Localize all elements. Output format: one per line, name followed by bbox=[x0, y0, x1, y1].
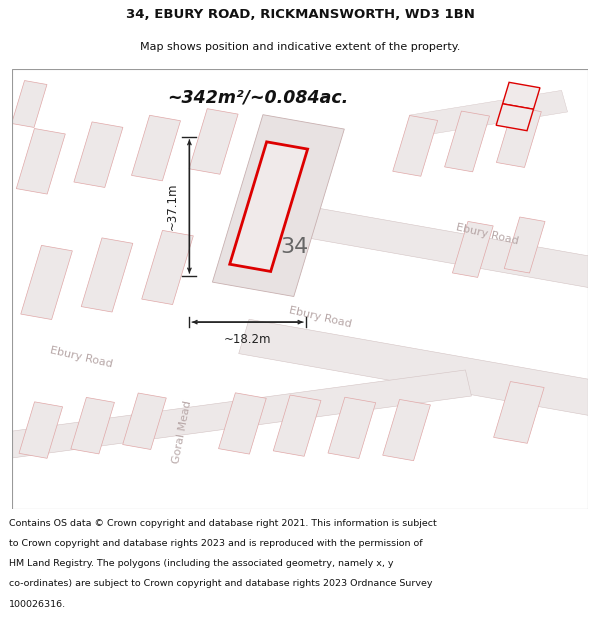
Polygon shape bbox=[239, 319, 600, 472]
Polygon shape bbox=[494, 381, 544, 443]
Polygon shape bbox=[409, 91, 568, 137]
Polygon shape bbox=[11, 81, 47, 128]
Text: Ebury Road: Ebury Road bbox=[49, 345, 113, 369]
Polygon shape bbox=[496, 107, 541, 168]
Polygon shape bbox=[212, 114, 344, 296]
Polygon shape bbox=[393, 116, 437, 176]
Text: HM Land Registry. The polygons (including the associated geometry, namely x, y: HM Land Registry. The polygons (includin… bbox=[9, 559, 394, 568]
Text: to Crown copyright and database rights 2023 and is reproduced with the permissio: to Crown copyright and database rights 2… bbox=[9, 539, 422, 548]
Polygon shape bbox=[383, 399, 430, 461]
Polygon shape bbox=[218, 393, 266, 454]
Polygon shape bbox=[142, 231, 193, 304]
Text: 34: 34 bbox=[280, 238, 308, 258]
Text: Goral Mead: Goral Mead bbox=[171, 400, 193, 464]
Polygon shape bbox=[503, 82, 540, 109]
Text: 34, EBURY ROAD, RICKMANSWORTH, WD3 1BN: 34, EBURY ROAD, RICKMANSWORTH, WD3 1BN bbox=[125, 8, 475, 21]
Text: ~37.1m: ~37.1m bbox=[166, 182, 179, 230]
Polygon shape bbox=[131, 115, 181, 181]
Polygon shape bbox=[189, 109, 238, 174]
Text: ~342m²/~0.084ac.: ~342m²/~0.084ac. bbox=[167, 88, 349, 106]
Polygon shape bbox=[273, 395, 321, 456]
Polygon shape bbox=[21, 246, 73, 319]
Text: ~18.2m: ~18.2m bbox=[224, 333, 271, 346]
Polygon shape bbox=[504, 217, 545, 273]
Polygon shape bbox=[81, 238, 133, 312]
Polygon shape bbox=[328, 398, 376, 459]
Polygon shape bbox=[19, 402, 62, 458]
Polygon shape bbox=[71, 398, 115, 454]
Polygon shape bbox=[239, 196, 600, 345]
Polygon shape bbox=[0, 370, 472, 472]
Text: co-ordinates) are subject to Crown copyright and database rights 2023 Ordnance S: co-ordinates) are subject to Crown copyr… bbox=[9, 579, 433, 588]
Text: Ebury Road: Ebury Road bbox=[455, 222, 520, 246]
Polygon shape bbox=[445, 111, 490, 172]
Text: Contains OS data © Crown copyright and database right 2021. This information is : Contains OS data © Crown copyright and d… bbox=[9, 519, 437, 528]
Text: Map shows position and indicative extent of the property.: Map shows position and indicative extent… bbox=[140, 42, 460, 52]
Polygon shape bbox=[230, 142, 308, 271]
Text: Ebury Road: Ebury Road bbox=[288, 306, 352, 330]
Polygon shape bbox=[122, 393, 166, 449]
Text: 100026316.: 100026316. bbox=[9, 599, 66, 609]
Polygon shape bbox=[74, 122, 123, 188]
Polygon shape bbox=[16, 129, 65, 194]
Polygon shape bbox=[496, 104, 533, 131]
Polygon shape bbox=[452, 221, 493, 278]
